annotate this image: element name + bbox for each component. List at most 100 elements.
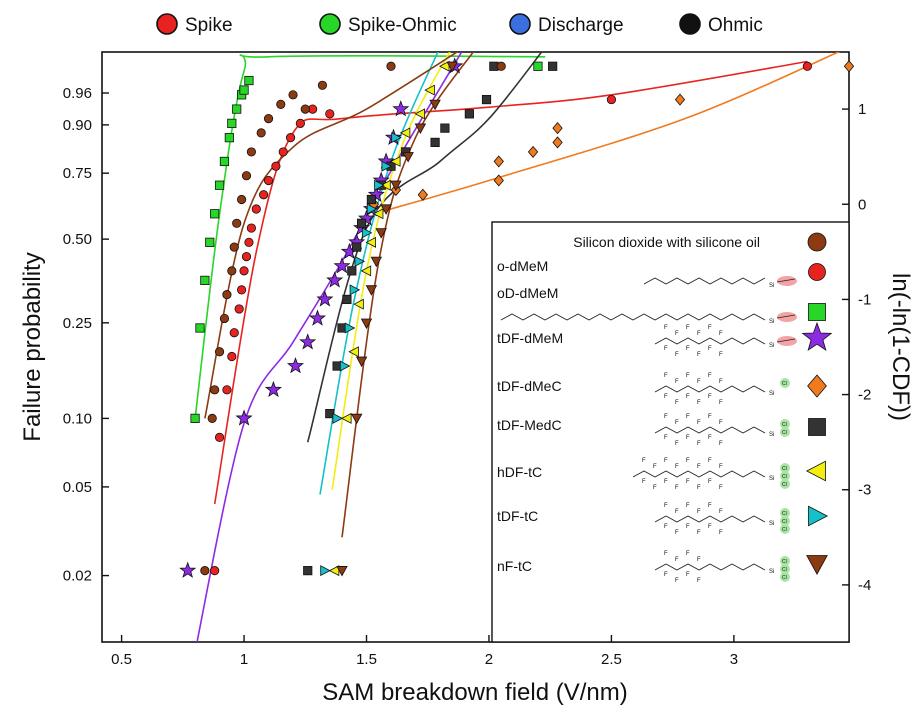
sam-legend-marker-6 xyxy=(808,505,829,527)
x-tick-label-5: 3 xyxy=(730,651,738,668)
svg-text:Cl: Cl xyxy=(782,559,787,565)
svg-text:F: F xyxy=(675,464,679,470)
data-point-2-18 xyxy=(392,100,410,117)
svg-text:F: F xyxy=(664,414,668,420)
data-point-4-5 xyxy=(347,266,357,276)
data-point-8-6 xyxy=(227,266,237,276)
data-point-4-17 xyxy=(548,61,558,71)
svg-text:F: F xyxy=(697,485,701,491)
data-point-7-9 xyxy=(402,152,414,163)
data-point-6-2 xyxy=(339,360,351,372)
molecule-od-dmem-icon: Si xyxy=(500,312,797,325)
data-point-0-14 xyxy=(271,161,281,171)
svg-text:F: F xyxy=(708,373,712,379)
data-point-8-3 xyxy=(214,347,225,357)
molecule-tdf-medc-icon: F F F F F F F F F F F F Si Cl Cl xyxy=(654,414,790,447)
svg-text:Si: Si xyxy=(769,391,774,397)
data-point-1-1 xyxy=(195,323,205,333)
svg-text:F: F xyxy=(686,572,690,578)
data-point-3-9 xyxy=(843,60,855,73)
svg-text:F: F xyxy=(675,557,679,563)
data-point-2-1 xyxy=(235,409,253,426)
data-point-0-11 xyxy=(251,204,261,214)
svg-text:F: F xyxy=(675,578,679,584)
data-point-7-10 xyxy=(414,123,427,135)
svg-text:F: F xyxy=(719,420,723,426)
svg-text:F: F xyxy=(708,414,712,420)
svg-text:F: F xyxy=(708,503,712,509)
svg-text:F: F xyxy=(697,400,701,406)
sam-legend-marker-3 xyxy=(807,374,827,398)
sam-legend-label-o-dmem: o-dMeM xyxy=(497,258,548,274)
data-point-6-1 xyxy=(332,412,344,424)
data-point-0-16 xyxy=(285,133,296,143)
svg-text:F: F xyxy=(675,530,679,536)
svg-text:Cl: Cl xyxy=(782,466,787,472)
x-tick-label-2: 1.5 xyxy=(356,651,377,668)
sam-legend-title: Silicon dioxide with silicone oil xyxy=(573,234,760,250)
sam-legend-label-tdf-dmec: tDF-dMeC xyxy=(497,378,562,394)
data-point-5-11 xyxy=(424,84,435,96)
data-point-2-2 xyxy=(264,380,283,398)
y-right-tick-label-3: -2 xyxy=(858,387,871,404)
svg-text:F: F xyxy=(664,373,668,379)
data-point-6-7 xyxy=(366,203,378,215)
svg-text:F: F xyxy=(708,458,712,464)
y-axis-left: 0.96 0.90 0.75 0.50 0.25 0.10 0.05 0.02 xyxy=(63,85,109,585)
svg-text:Cl: Cl xyxy=(782,519,787,525)
data-point-2-3 xyxy=(286,357,305,374)
fit-line-3 xyxy=(373,52,841,215)
svg-text:F: F xyxy=(675,352,679,358)
data-point-5-3 xyxy=(353,298,364,310)
data-point-6-4 xyxy=(349,284,361,296)
data-point-6-10 xyxy=(391,132,402,144)
data-point-2-12 xyxy=(357,209,376,226)
data-point-0-20 xyxy=(606,94,617,105)
svg-text:F: F xyxy=(642,479,646,485)
sam-legend-label-hdf-tc: hDF-tC xyxy=(497,464,542,480)
data-point-8-5 xyxy=(222,290,232,300)
data-point-4-14 xyxy=(464,109,474,119)
x-axis-title: SAM breakdown field (V/nm) xyxy=(322,679,627,706)
y-right-tick-label-0: 1 xyxy=(858,101,866,118)
svg-text:F: F xyxy=(664,572,668,578)
data-point-3-4 xyxy=(493,155,504,168)
data-point-5-7 xyxy=(380,179,391,191)
data-point-7-8 xyxy=(390,180,402,192)
fit-line-0 xyxy=(213,60,808,505)
svg-text:F: F xyxy=(708,479,712,485)
y-right-tick-label-5: -4 xyxy=(858,577,871,594)
svg-text:F: F xyxy=(686,551,690,557)
data-point-8-15 xyxy=(288,90,298,100)
y-left-tick-label-2: 0.75 xyxy=(63,165,92,182)
data-point-8-17 xyxy=(317,80,328,90)
x-tick-label-1: 1 xyxy=(240,651,248,668)
data-point-8-14 xyxy=(276,99,286,109)
data-point-2-14 xyxy=(367,185,385,203)
svg-text:F: F xyxy=(719,352,723,358)
data-point-2-5 xyxy=(308,309,327,326)
data-point-0-4 xyxy=(229,328,239,338)
data-point-6-0 xyxy=(320,565,331,577)
data-point-0-19 xyxy=(325,109,335,119)
svg-text:Cl: Cl xyxy=(782,381,787,387)
data-point-5-4 xyxy=(360,265,372,277)
svg-text:F: F xyxy=(675,441,679,447)
data-point-0-2 xyxy=(222,385,232,395)
data-point-8-19 xyxy=(496,61,506,71)
data-point-8-7 xyxy=(229,242,239,252)
sam-legend-marker-0 xyxy=(808,263,826,281)
data-point-5-8 xyxy=(389,155,401,167)
y-left-tick-label-0: 0.96 xyxy=(63,85,92,102)
svg-text:F: F xyxy=(719,509,723,515)
mode-legend-label-2: Discharge xyxy=(538,15,624,36)
svg-text:F: F xyxy=(642,458,646,464)
data-point-6-5 xyxy=(354,255,366,267)
sam-legend-label-od-dmem: oD-dMeM xyxy=(497,285,558,301)
svg-text:F: F xyxy=(686,435,690,441)
molecule-o-dmem-icon: Si xyxy=(643,276,797,289)
sam-legend-entries: Silicon dioxide with silicone oil o-dMeM S… xyxy=(497,232,833,584)
data-point-2-8 xyxy=(333,257,351,274)
data-point-1-13 xyxy=(533,61,543,71)
data-point-8-9 xyxy=(237,194,247,205)
